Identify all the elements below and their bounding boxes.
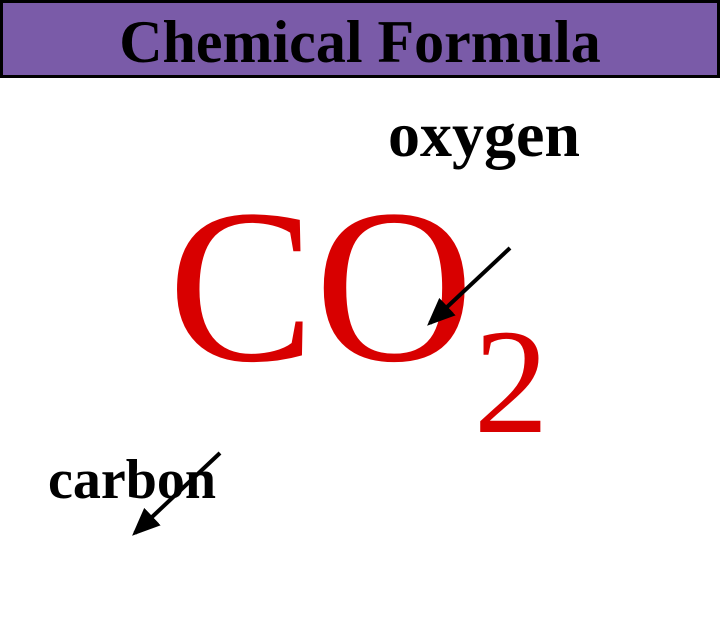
formula-subscript: 2 — [474, 299, 549, 465]
title-text: Chemical Formula — [119, 9, 601, 75]
chemical-formula: CO2 — [168, 160, 549, 413]
carbon-label-text: carbon — [48, 449, 216, 511]
carbon-label: carbon — [48, 448, 216, 512]
title-bar: Chemical Formula — [0, 0, 720, 78]
formula-element-c: C — [168, 164, 315, 408]
formula-element-o: O — [315, 164, 474, 408]
